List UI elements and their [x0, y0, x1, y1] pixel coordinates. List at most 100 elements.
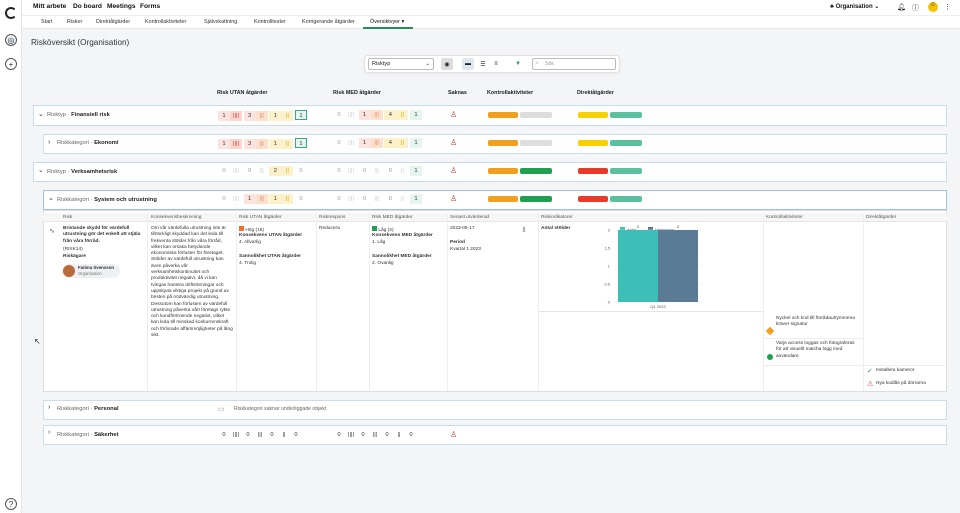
cell-count[interactable]: 0 [299, 168, 303, 174]
missing-owner-icon[interactable]: ♙ [450, 194, 458, 203]
cell-count[interactable]: 1 [410, 166, 423, 176]
cell-count[interactable]: 1 [410, 110, 423, 120]
app-logo[interactable] [5, 7, 17, 19]
chart-icon[interactable]: ⫫ [522, 226, 526, 233]
missing-owner-icon[interactable]: ♙ [450, 138, 458, 147]
add-icon[interactable]: + [5, 58, 17, 70]
cell-count[interactable]: 1 [410, 138, 423, 148]
cell-count[interactable]: 0 [337, 196, 341, 202]
empty-icon: ▭ [218, 406, 225, 413]
cell-count[interactable]: 0 [337, 140, 341, 146]
med-sann: 2. Ovanlig [372, 261, 394, 266]
user-avatar[interactable]: ☺ [928, 2, 938, 12]
filter-icon[interactable]: ▼ [515, 61, 521, 67]
chevron-right-icon[interactable]: › [48, 404, 51, 411]
info-icon[interactable]: ⓘ [912, 5, 919, 12]
kontroll-bar [520, 140, 552, 146]
missing-owner-icon[interactable]: ♙ [450, 110, 458, 119]
cell-count[interactable]: 0 [222, 196, 226, 202]
tab-direktatgarder[interactable]: Direktåtgärder [96, 19, 131, 25]
tab-start[interactable]: Start [41, 19, 53, 25]
cell-count[interactable]: 1 [269, 111, 282, 121]
cell-count[interactable]: 1 [295, 110, 308, 120]
tab-risker[interactable]: Risker [67, 19, 83, 25]
kontroll-item[interactable]: Nyckel och kod till förrådautrymmena krä… [776, 316, 855, 328]
owner-chip[interactable] [62, 264, 120, 278]
col-risk-med: Risk MED åtgärder [333, 90, 381, 96]
cell-count[interactable]: 0 [337, 112, 341, 118]
cell-count[interactable]: 1 [410, 194, 423, 204]
overview-icon[interactable]: ◎ [5, 34, 17, 46]
cell-count[interactable]: 0 [248, 168, 252, 174]
th-kontroll: Kontrollaktiviteter [766, 215, 803, 220]
cell-count[interactable]: 1 [243, 194, 256, 204]
bell-icon[interactable]: 🔔︎ [897, 4, 906, 11]
riskrespons-value: Reducera [319, 226, 340, 231]
row-label: Riskkategori · Ekonomi [57, 140, 119, 146]
cell-count[interactable]: 0 [363, 196, 367, 202]
cell-count[interactable]: 0 [299, 196, 303, 202]
tab-oversiktvyer[interactable]: Översiktvyer ▾ [370, 19, 405, 25]
cell-count[interactable]: 1 [218, 139, 230, 149]
cell-count[interactable]: 0 [388, 168, 392, 174]
list-view-icon[interactable]: ☰ [480, 61, 486, 68]
med-sann-label: Sannolikhet MED åtgärder [372, 254, 432, 259]
direkt-item[interactable]: Nya kodlås på dörrarna [876, 381, 926, 386]
cell-count[interactable]: 0 [337, 168, 341, 174]
cell-count[interactable]: 0 [388, 196, 392, 202]
cell-count[interactable]: 1 [295, 138, 308, 148]
kontroll-item[interactable]: Varje access loggas och fotograferas för… [776, 341, 855, 359]
risktyp-select[interactable]: Risktyp ⌄ [368, 58, 434, 70]
tab-korrigerande[interactable]: Korrigerande åtgärder [302, 19, 355, 25]
direkt-item[interactable]: Installera kameror [876, 368, 915, 373]
missing-owner-icon[interactable]: ♙ [450, 430, 458, 439]
tab-kontrolltester[interactable]: Kontrolltester [254, 19, 286, 25]
direkt-bar [610, 168, 642, 174]
chevron-down-icon[interactable]: ⌄ [48, 195, 54, 202]
more-icon[interactable]: ⋮ [944, 4, 951, 11]
cell-count[interactable]: 1 [218, 111, 230, 121]
nav-forms[interactable]: Forms [140, 3, 161, 10]
cell-count[interactable]: 4 [384, 138, 397, 148]
org-selector[interactable]: ♣ Organisation ⌄ [830, 4, 880, 10]
risk-title[interactable]: Bristande skydd för värdefull utrustning… [63, 226, 141, 244]
search-input[interactable]: ⌕ Sök [532, 58, 616, 70]
cell-count[interactable]: 3 [243, 139, 256, 149]
kontroll-bar [488, 112, 518, 118]
cell-count[interactable]: 1 [269, 139, 282, 149]
group-row-personal[interactable] [43, 400, 947, 420]
cell-count[interactable]: 2 [269, 166, 282, 176]
risk-id: (RISK14) [63, 247, 83, 252]
group-row-sakerhet[interactable] [43, 425, 947, 445]
missing-owner-icon[interactable]: ♙ [450, 166, 458, 175]
cell-count[interactable]: 0 [363, 168, 367, 174]
help-icon[interactable]: ? [5, 498, 17, 510]
chevron-right-icon[interactable]: › [48, 139, 51, 146]
tab-kontrollaktiviteter[interactable]: Kontrollaktiviteter [145, 19, 187, 25]
nav-meetings[interactable]: Meetings [107, 3, 136, 10]
org-label: Organisation [835, 4, 873, 10]
chevron-down-icon[interactable]: ⌄ [38, 111, 44, 118]
nav-do-board[interactable]: Do board [73, 3, 102, 10]
kontroll-bar [520, 112, 552, 118]
bar-antal [618, 230, 658, 302]
cell-count[interactable]: 1 [358, 110, 371, 120]
row-label: Riskkategori · Personal [57, 406, 119, 412]
risk-med-cells: 0 |||| 0 ||| 0 || 0 [337, 432, 413, 438]
tab-sjalvskattning[interactable]: Självskattning [204, 19, 238, 25]
direkt-bar [578, 196, 608, 202]
nav-mitt-arbete[interactable]: Mitt arbete [33, 3, 67, 10]
cell-count[interactable]: 3 [243, 111, 256, 121]
cell-count[interactable]: 1 [358, 138, 371, 148]
cell-count[interactable]: 4 [384, 110, 397, 120]
cell-count[interactable]: 1 [269, 194, 282, 204]
chevron-down-icon[interactable]: ⌄ [38, 167, 44, 174]
direkt-bar [610, 140, 642, 146]
chevron-right-icon[interactable]: › [48, 429, 51, 436]
cell-count[interactable]: 0 [222, 168, 226, 174]
globe-icon[interactable]: ◉ [441, 58, 453, 70]
card-view-icon[interactable]: ▬ [462, 58, 474, 70]
chart-title: Antal stölder [541, 226, 571, 231]
utan-kons: 4. Allvarlig [239, 240, 261, 245]
compact-view-icon[interactable]: ≡ [494, 61, 498, 67]
